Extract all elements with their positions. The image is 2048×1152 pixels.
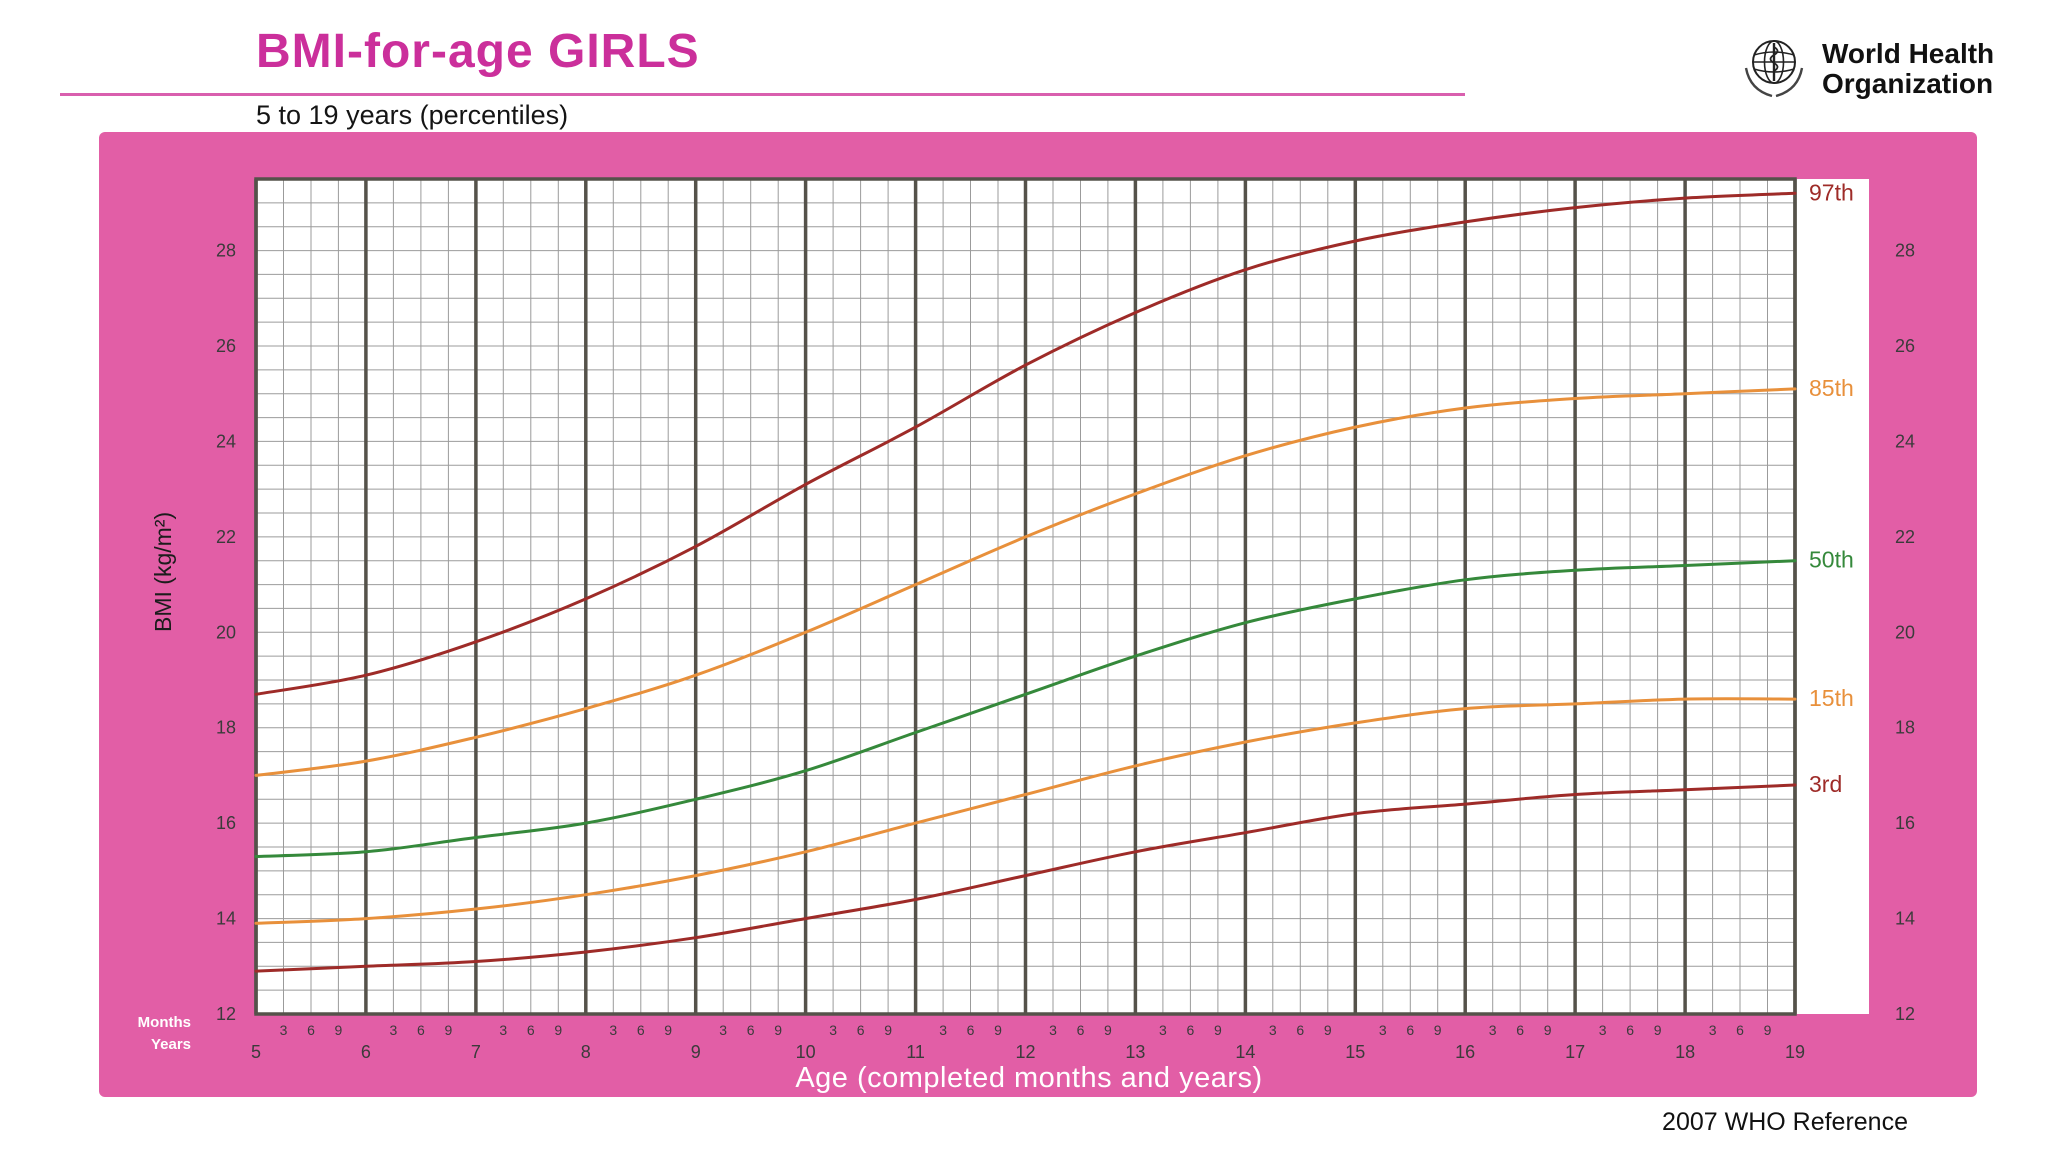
svg-text:3: 3 — [390, 1022, 398, 1038]
svg-text:6: 6 — [857, 1022, 865, 1038]
svg-text:28: 28 — [216, 241, 236, 261]
svg-text:3: 3 — [499, 1022, 507, 1038]
svg-text:20: 20 — [216, 622, 236, 642]
svg-text:9: 9 — [884, 1022, 892, 1038]
svg-text:3: 3 — [1709, 1022, 1717, 1038]
svg-text:9: 9 — [1654, 1022, 1662, 1038]
svg-text:14: 14 — [1235, 1042, 1255, 1062]
svg-text:14: 14 — [216, 909, 236, 929]
svg-text:18: 18 — [1675, 1042, 1695, 1062]
svg-text:6: 6 — [417, 1022, 425, 1038]
svg-text:20: 20 — [1895, 622, 1915, 642]
svg-text:16: 16 — [1455, 1042, 1475, 1062]
svg-text:85th: 85th — [1809, 375, 1854, 401]
svg-text:12: 12 — [1015, 1042, 1035, 1062]
svg-text:9: 9 — [994, 1022, 1002, 1038]
svg-text:9: 9 — [335, 1022, 343, 1038]
svg-text:6: 6 — [967, 1022, 975, 1038]
svg-text:22: 22 — [216, 527, 236, 547]
svg-text:28: 28 — [1895, 241, 1915, 261]
svg-text:8: 8 — [581, 1042, 591, 1062]
who-emblem-icon — [1738, 30, 1810, 107]
svg-text:26: 26 — [216, 336, 236, 356]
who-logo-text: World Health Organization — [1822, 39, 1994, 98]
svg-text:6: 6 — [361, 1042, 371, 1062]
title-underline — [60, 93, 1465, 96]
svg-text:9: 9 — [691, 1042, 701, 1062]
svg-text:3: 3 — [1269, 1022, 1277, 1038]
svg-text:97th: 97th — [1809, 179, 1854, 205]
chart-panel: 12 12 14 14 16 16 18 18 20 20 22 22 24 24 26 26 28 28 3 6 9 3… — [99, 132, 1977, 1097]
svg-text:16: 16 — [216, 813, 236, 833]
svg-text:7: 7 — [471, 1042, 481, 1062]
svg-text:22: 22 — [1895, 527, 1915, 547]
y-axis-title: BMI (kg/m²) — [150, 511, 176, 632]
svg-text:3: 3 — [1489, 1022, 1497, 1038]
svg-text:6: 6 — [637, 1022, 645, 1038]
page-subtitle: 5 to 19 years (percentiles) — [256, 100, 569, 130]
svg-text:3: 3 — [280, 1022, 288, 1038]
svg-text:6: 6 — [307, 1022, 315, 1038]
svg-text:18: 18 — [1895, 718, 1915, 738]
svg-text:17: 17 — [1565, 1042, 1585, 1062]
svg-text:3: 3 — [1599, 1022, 1607, 1038]
who-logo-line1: World Health — [1822, 38, 1995, 70]
svg-text:6: 6 — [1187, 1022, 1195, 1038]
svg-text:26: 26 — [1895, 336, 1915, 356]
svg-text:6: 6 — [747, 1022, 755, 1038]
svg-text:6: 6 — [1296, 1022, 1304, 1038]
svg-text:12: 12 — [1895, 1004, 1915, 1024]
svg-text:3: 3 — [1049, 1022, 1057, 1038]
svg-text:9: 9 — [1104, 1022, 1112, 1038]
svg-text:3: 3 — [1159, 1022, 1167, 1038]
svg-text:15: 15 — [1345, 1042, 1365, 1062]
svg-text:50th: 50th — [1809, 547, 1854, 573]
svg-text:9: 9 — [1324, 1022, 1332, 1038]
svg-text:15th: 15th — [1809, 685, 1854, 711]
x-axis-title: Age (completed months and years) — [795, 1062, 1263, 1094]
svg-text:9: 9 — [664, 1022, 672, 1038]
svg-text:13: 13 — [1125, 1042, 1145, 1062]
svg-text:6: 6 — [527, 1022, 535, 1038]
reference-note: 2007 WHO Reference — [1662, 1108, 1908, 1136]
months-axis-label: Months — [137, 1014, 191, 1031]
svg-text:3: 3 — [719, 1022, 727, 1038]
svg-text:6: 6 — [1516, 1022, 1524, 1038]
svg-text:3: 3 — [829, 1022, 837, 1038]
svg-text:19: 19 — [1785, 1042, 1805, 1062]
svg-text:6: 6 — [1626, 1022, 1634, 1038]
svg-text:9: 9 — [1544, 1022, 1552, 1038]
svg-text:24: 24 — [1895, 431, 1915, 451]
svg-text:12: 12 — [216, 1004, 236, 1024]
svg-text:9: 9 — [1434, 1022, 1442, 1038]
svg-text:3: 3 — [1379, 1022, 1387, 1038]
who-logo-line2: Organization — [1822, 67, 1994, 99]
svg-text:9: 9 — [774, 1022, 782, 1038]
svg-text:11: 11 — [906, 1042, 925, 1062]
svg-text:9: 9 — [445, 1022, 453, 1038]
svg-text:6: 6 — [1406, 1022, 1414, 1038]
svg-text:3: 3 — [609, 1022, 617, 1038]
svg-text:3: 3 — [939, 1022, 947, 1038]
years-axis-label: Years — [150, 1036, 191, 1053]
svg-text:14: 14 — [1895, 909, 1915, 929]
svg-text:9: 9 — [1764, 1022, 1772, 1038]
svg-text:6: 6 — [1736, 1022, 1744, 1038]
svg-text:3rd: 3rd — [1809, 771, 1842, 797]
page-title: BMI-for-age GIRLS — [256, 25, 700, 78]
svg-text:24: 24 — [216, 431, 236, 451]
svg-text:9: 9 — [1214, 1022, 1222, 1038]
svg-text:16: 16 — [1895, 813, 1915, 833]
who-logo: World Health Organization — [1738, 30, 1994, 107]
svg-text:10: 10 — [796, 1042, 816, 1062]
svg-text:9: 9 — [554, 1022, 562, 1038]
bmi-percentile-chart: 12 12 14 14 16 16 18 18 20 20 22 22 24 24 26 26 28 28 3 6 9 3… — [216, 177, 1915, 1062]
svg-text:6: 6 — [1077, 1022, 1085, 1038]
svg-text:5: 5 — [251, 1042, 261, 1062]
svg-text:18: 18 — [216, 718, 236, 738]
